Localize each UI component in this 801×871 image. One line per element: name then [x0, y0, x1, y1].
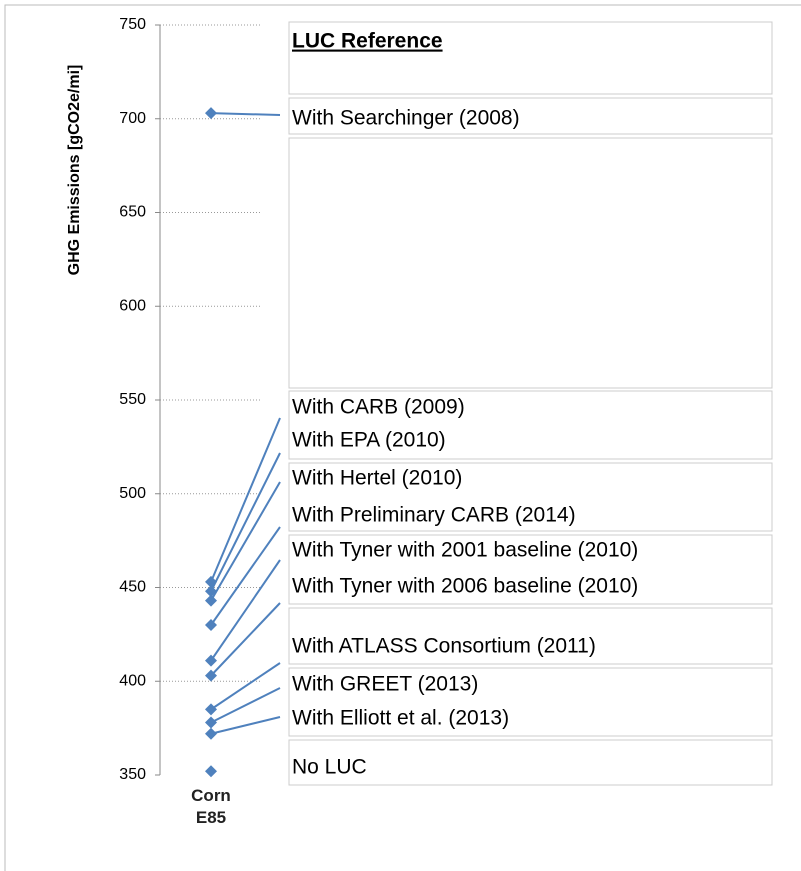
legend-label: With GREET (2013) [292, 673, 478, 696]
connector [210, 559, 281, 662]
point [205, 594, 217, 607]
y-tick-label: 350 [119, 766, 146, 783]
legend-label: With CARB (2009) [292, 396, 465, 419]
legend-box [288, 390, 773, 460]
connector [210, 417, 281, 583]
legend-box [288, 21, 773, 95]
frame [4, 4, 801, 871]
x-tick-label: Corn E85 [191, 786, 231, 827]
y-tick-label: 500 [119, 485, 146, 502]
legend-label: With ATLASS Consortium (2011) [292, 635, 596, 658]
legend-label: No LUC [292, 756, 367, 779]
connector [210, 526, 281, 626]
connector [210, 602, 281, 677]
y-tick-label: 450 [119, 579, 146, 596]
legend-label: With Tyner with 2006 baseline (2010) [292, 575, 638, 598]
connector [210, 112, 281, 116]
point [205, 716, 217, 729]
y-tick-label: 750 [119, 16, 146, 33]
y-axis-title: GHG Emissions [gCO2e/mi] [66, 65, 83, 276]
legend-box [288, 462, 773, 532]
legend-boxes [288, 21, 773, 786]
point [205, 654, 217, 667]
connector [210, 452, 281, 592]
connector [210, 481, 281, 602]
y-tick-label: 600 [119, 297, 146, 314]
point [205, 727, 217, 740]
point [205, 619, 217, 631]
legend-title: LUC Reference [292, 30, 443, 53]
legend-label: With Searchinger (2008) [292, 107, 520, 130]
point [205, 669, 217, 682]
legend-label: With EPA (2010) [292, 429, 446, 452]
connector [210, 716, 281, 735]
y-tick-label: 650 [119, 204, 146, 221]
legend-box [288, 607, 773, 665]
legend-box [288, 137, 773, 389]
legend-box [288, 97, 773, 135]
legend-label: With Preliminary CARB (2014) [292, 504, 576, 527]
point [205, 765, 217, 778]
connector [210, 687, 281, 724]
legend-box [288, 534, 773, 605]
legend-label: With Elliott et al. (2013) [292, 707, 509, 730]
legend-box [288, 667, 773, 737]
connector [210, 662, 281, 711]
y-tick-label: 550 [119, 391, 146, 408]
legend-label: With Hertel (2010) [292, 467, 462, 490]
point [205, 107, 217, 120]
y-tick-label: 400 [119, 672, 146, 689]
legend-label: With Tyner with 2001 baseline (2010) [292, 539, 638, 562]
legend-box [288, 739, 773, 786]
y-tick-label: 700 [119, 110, 146, 127]
point [205, 703, 217, 716]
